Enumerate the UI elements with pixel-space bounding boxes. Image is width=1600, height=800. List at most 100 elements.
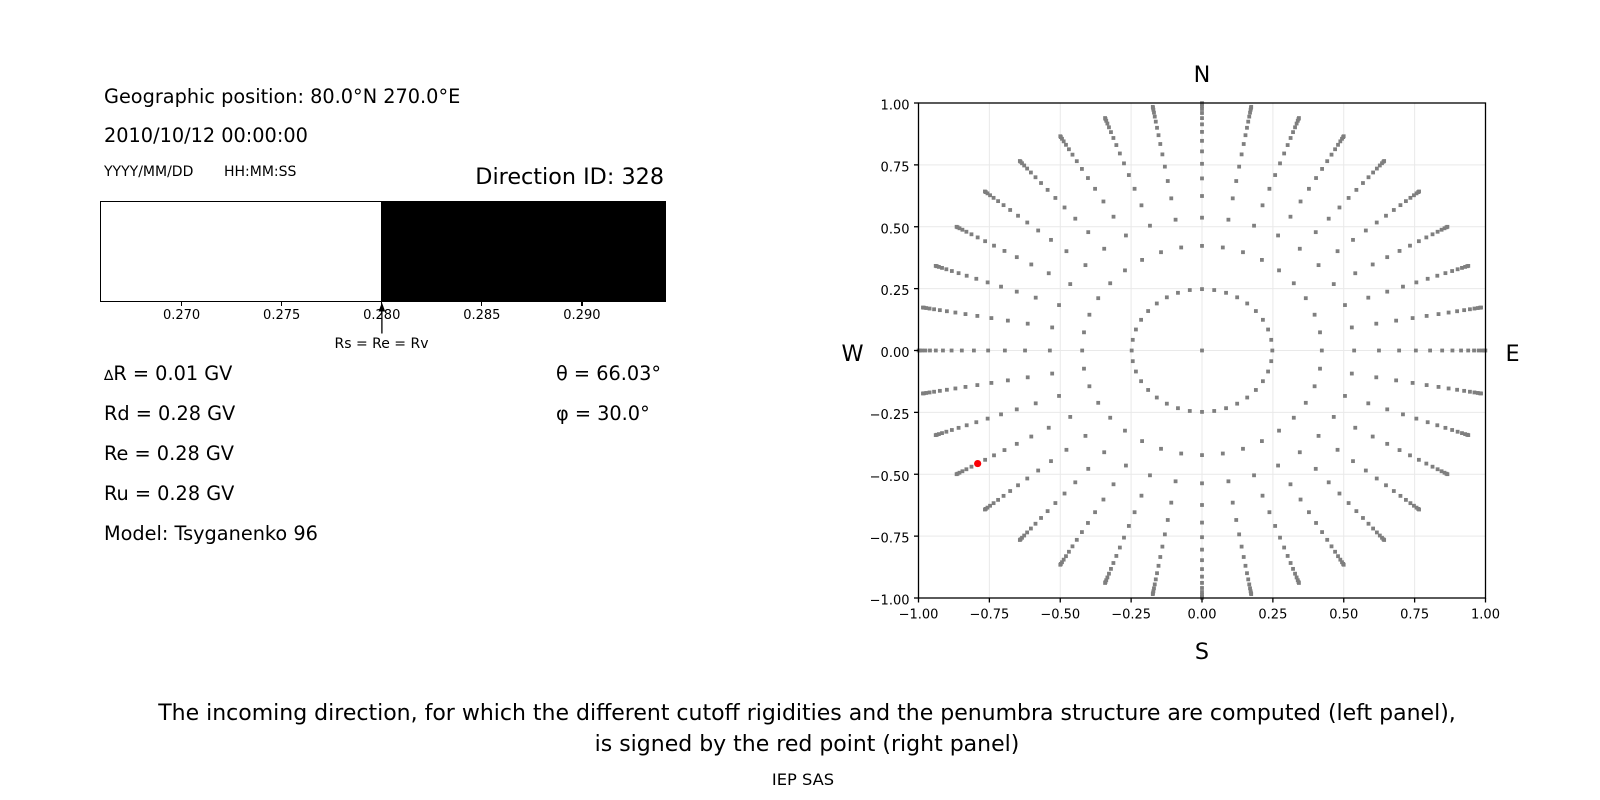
direction-dot xyxy=(1049,237,1053,242)
direction-dot xyxy=(1053,196,1058,200)
direction-dot xyxy=(988,193,992,198)
x-tick-label: 0.75 xyxy=(1400,608,1429,623)
phi-label: φ = 30.0° xyxy=(556,402,650,425)
direction-dot xyxy=(1061,557,1066,562)
direction-dot xyxy=(1353,425,1358,430)
direction-dot xyxy=(1160,152,1165,157)
direction-dot xyxy=(1140,258,1144,262)
direction-dot xyxy=(1412,193,1416,198)
y-tick-label: −0.50 xyxy=(870,470,910,485)
direction-dot xyxy=(1391,208,1396,212)
direction-dot xyxy=(1122,161,1126,166)
direction-dot xyxy=(1176,406,1180,411)
direction-dot xyxy=(1016,213,1020,218)
direction-dot xyxy=(1162,164,1167,169)
direction-dot xyxy=(1295,118,1300,123)
direction-dot xyxy=(1374,375,1379,380)
direction-dot xyxy=(1377,533,1382,538)
direction-dot xyxy=(1361,516,1365,520)
direction-dot xyxy=(1374,166,1379,171)
direction-dot xyxy=(1156,133,1161,138)
direction-dot xyxy=(1361,181,1365,185)
direction-dot xyxy=(1045,187,1050,192)
direction-dot xyxy=(934,264,939,269)
direction-dot xyxy=(1235,401,1240,406)
direction-dot xyxy=(1155,125,1159,130)
direction-dot xyxy=(956,271,961,276)
direction-dot xyxy=(1397,348,1402,353)
direction-dot xyxy=(1412,503,1416,508)
direction-dot xyxy=(1325,159,1330,164)
y-tick-label: 0.75 xyxy=(881,160,910,175)
direction-dot xyxy=(1074,159,1079,164)
direction-dot xyxy=(1252,473,1256,478)
direction-dot xyxy=(1096,400,1101,405)
direction-dot xyxy=(1472,348,1476,353)
direction-dot xyxy=(1025,321,1030,326)
compass-south-label: S xyxy=(1194,638,1210,665)
direction-dot xyxy=(936,264,941,269)
direction-dot xyxy=(937,308,942,313)
y-tick-label: 0.50 xyxy=(881,222,910,237)
direction-dot xyxy=(1335,249,1340,254)
direction-dot xyxy=(1294,575,1299,580)
direction-dot xyxy=(1148,473,1152,478)
direction-dot xyxy=(1114,554,1119,558)
direction-dot xyxy=(1014,289,1019,294)
direction-dot xyxy=(1062,205,1067,210)
direction-dot xyxy=(1385,407,1390,412)
direction-dot xyxy=(1005,378,1010,383)
direction-dot xyxy=(1444,225,1449,230)
direction-dot xyxy=(1246,119,1251,124)
x-tick-label: −0.25 xyxy=(1111,608,1151,623)
direction-dot xyxy=(1111,136,1116,140)
direction-dot xyxy=(1384,213,1388,218)
direction-dot xyxy=(1318,330,1322,335)
direction-dot xyxy=(1293,125,1297,130)
direction-dot xyxy=(1351,237,1355,242)
direction-dot xyxy=(941,348,945,353)
direction-dot xyxy=(1450,348,1455,353)
direction-dot xyxy=(1370,262,1375,267)
direction-dot xyxy=(1057,303,1061,307)
penumbra-tick xyxy=(281,301,283,306)
direction-dot xyxy=(1134,369,1138,374)
direction-dot xyxy=(928,348,932,353)
direction-dot xyxy=(991,501,996,506)
direction-dot xyxy=(1468,389,1472,394)
direction-dot xyxy=(1050,371,1055,376)
x-tick-label: −1.00 xyxy=(899,608,939,623)
direction-dot xyxy=(1463,432,1468,437)
direction-dot xyxy=(955,471,960,476)
direction-dot xyxy=(1243,133,1248,138)
direction-dot xyxy=(1083,433,1088,438)
direction-dot xyxy=(1002,249,1007,253)
direction-dot xyxy=(1151,105,1155,110)
direction-dot xyxy=(1241,250,1245,255)
direction-dot xyxy=(1107,571,1111,576)
direction-dot xyxy=(963,312,968,316)
direction-dot xyxy=(1463,264,1468,269)
direction-dot xyxy=(1101,199,1106,204)
caption-line-2: is signed by the red point (right panel) xyxy=(594,731,1020,757)
direction-dot xyxy=(1436,385,1441,389)
direction-dot xyxy=(1291,130,1295,135)
compass-west-label: W xyxy=(841,340,864,367)
direction-dot xyxy=(1153,119,1158,124)
direction-dot xyxy=(1169,500,1174,505)
direction-dot xyxy=(1200,138,1204,143)
direction-dot xyxy=(1320,530,1324,534)
direction-dot xyxy=(1267,186,1272,191)
direction-dot xyxy=(1156,563,1161,568)
direction-dot xyxy=(1241,142,1246,146)
direction-dot xyxy=(1349,371,1354,376)
direction-dot xyxy=(1245,301,1250,306)
direction-dot xyxy=(1200,481,1204,486)
direction-dot xyxy=(1200,194,1204,198)
direction-dot xyxy=(1173,479,1178,484)
penumbra-tick-label: 0.275 xyxy=(263,307,301,323)
direction-dot xyxy=(1374,530,1379,535)
direction-dot xyxy=(1053,501,1058,505)
direction-dot xyxy=(1313,466,1318,471)
